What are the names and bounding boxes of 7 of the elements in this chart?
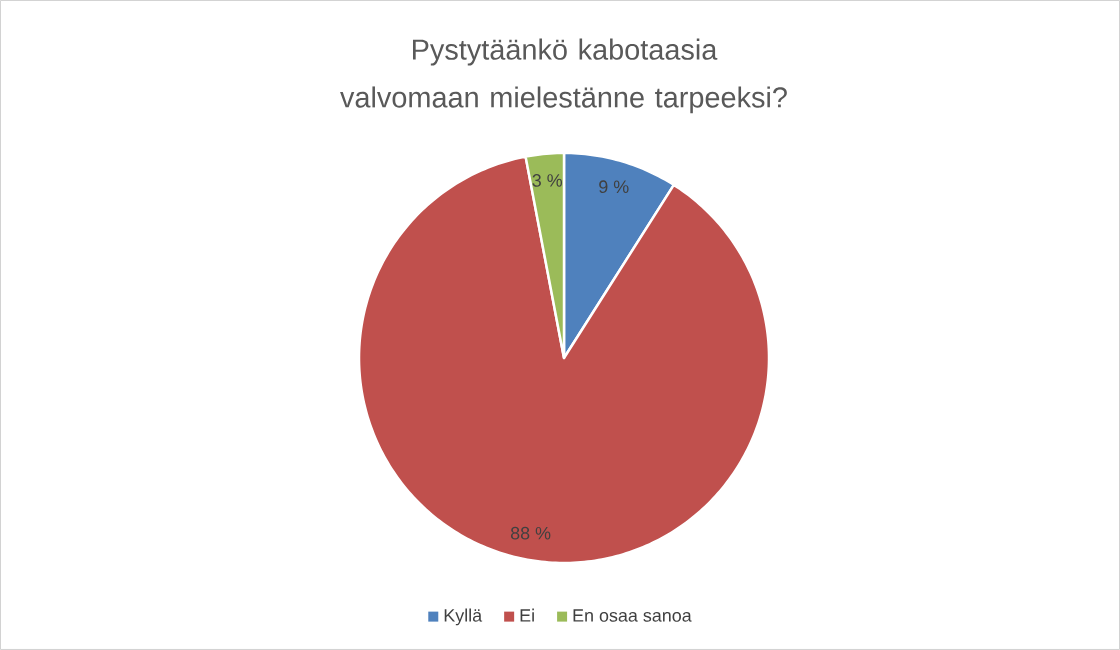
legend-label: Ei xyxy=(520,608,534,622)
data-label: 3 % xyxy=(532,174,563,187)
legend-label: Kyllä xyxy=(444,608,483,626)
legend-label: En osaa sanoa xyxy=(573,609,692,622)
data-label: 9 % xyxy=(599,180,629,194)
data-label: 88 % xyxy=(510,526,551,540)
chart-title: Pystytäänkö kabotaasia valvomaan mielestänne tarpeeksi? xyxy=(340,38,787,114)
